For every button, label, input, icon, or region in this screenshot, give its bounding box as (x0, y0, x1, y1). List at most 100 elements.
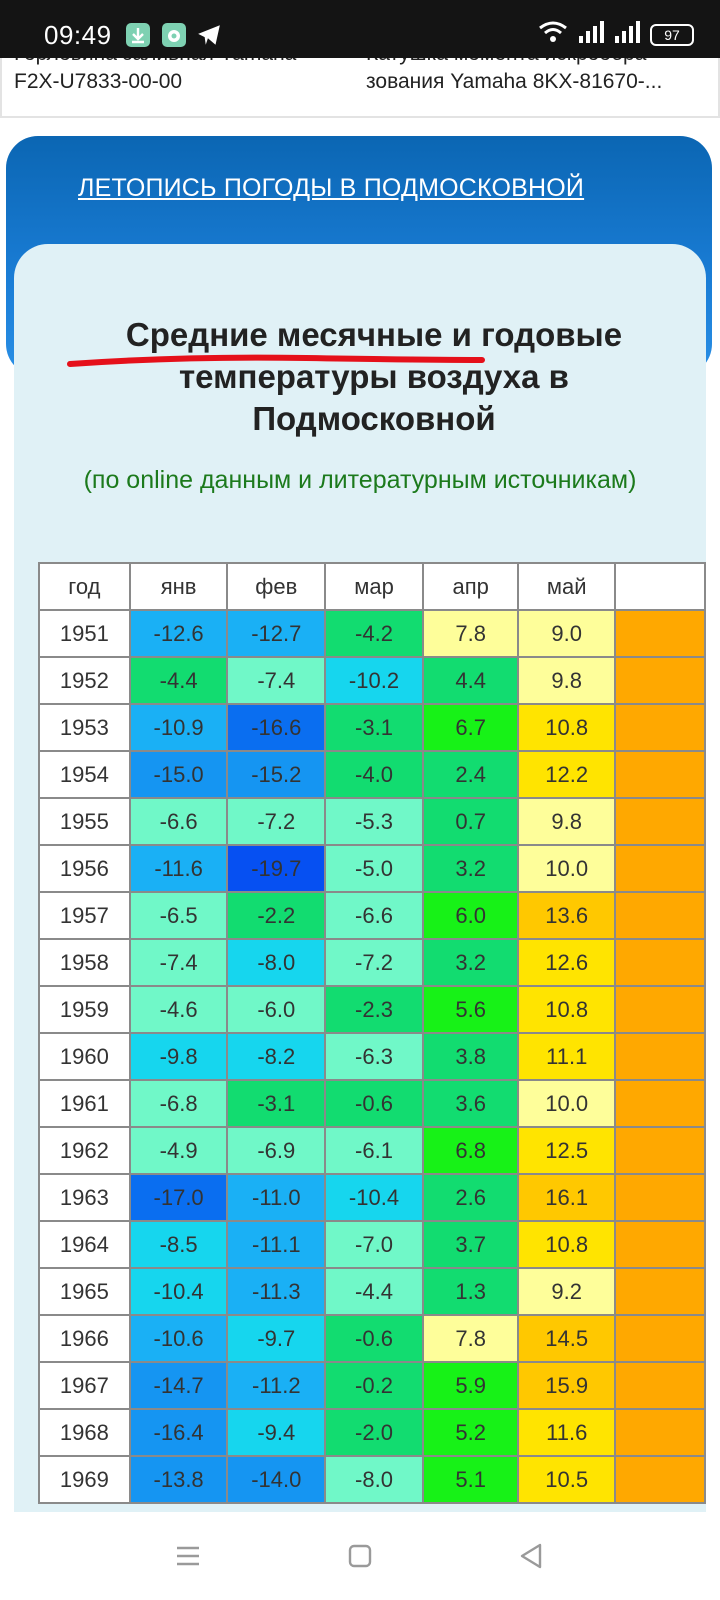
year-cell: 1968 (38, 1408, 131, 1457)
table-row: 1965 -10.4 -11.3 -4.4 1.3 9.2 (38, 1267, 706, 1316)
table-header-row: год янв фев мар апр май (38, 562, 706, 611)
temperature-cell: -16.4 (128, 1408, 229, 1457)
temperature-cell: 1.3 (421, 1267, 520, 1316)
temperature-cell: 3.2 (421, 844, 520, 893)
content-card: Средние месячные и годовые температуры в… (14, 244, 706, 1514)
temperature-cell: 9.2 (517, 1267, 616, 1316)
table-row: 1961 -6.8 -3.1 -0.6 3.6 10.0 (38, 1079, 706, 1128)
temperature-cell: -7.0 (324, 1220, 424, 1269)
year-cell: 1962 (38, 1126, 131, 1175)
cut-off-cell (614, 750, 706, 799)
cut-off-cell (614, 609, 706, 658)
temperature-cell: -11.0 (226, 1173, 327, 1222)
table-row: 1963 -17.0 -11.0 -10.4 2.6 16.1 (38, 1173, 706, 1222)
signal-icon-1 (578, 20, 604, 49)
temperature-cell: -16.6 (226, 703, 327, 752)
table-row: 1952 -4.4 -7.4 -10.2 4.4 9.8 (38, 656, 706, 705)
temperature-cell: -11.3 (226, 1267, 327, 1316)
signal-icon-2 (614, 20, 640, 49)
download-notification-icon (126, 23, 150, 47)
temperature-cell: -6.6 (128, 797, 229, 846)
temperature-cell: 5.1 (421, 1455, 520, 1504)
temperature-cell: -9.7 (226, 1314, 327, 1363)
wifi-icon (538, 20, 568, 49)
temperature-cell: -12.6 (128, 609, 229, 658)
temperature-cell: -6.9 (226, 1126, 327, 1175)
temperature-cell: -6.3 (324, 1032, 424, 1081)
cut-off-cell (614, 844, 706, 893)
temperature-cell: 10.0 (517, 1079, 616, 1128)
cut-off-cell (614, 1455, 706, 1504)
header-may: май (517, 562, 616, 611)
temperature-cell: 3.2 (421, 938, 520, 987)
temperature-cell: 13.6 (517, 891, 616, 940)
temperature-cell: 11.6 (517, 1408, 616, 1457)
back-icon[interactable] (516, 1540, 548, 1572)
header-jan: янв (128, 562, 229, 611)
menu-icon[interactable] (172, 1540, 204, 1572)
temperature-cell: -6.6 (324, 891, 424, 940)
temperature-cell: 7.8 (421, 1314, 520, 1363)
cut-off-cell (614, 985, 706, 1034)
temperature-cell: -8.0 (324, 1455, 424, 1504)
cut-off-cell (614, 1361, 706, 1410)
ad-left-line2: F2X-U7833-00-00 (14, 70, 183, 93)
temperature-cell: 15.9 (517, 1361, 616, 1410)
cut-off-cell (614, 1314, 706, 1363)
header-mar: мар (324, 562, 424, 611)
temperature-cell: -6.1 (324, 1126, 424, 1175)
temperature-cell: 16.1 (517, 1173, 616, 1222)
table-row: 1955 -6.6 -7.2 -5.3 0.7 9.8 (38, 797, 706, 846)
ad-border-right (718, 40, 720, 118)
temperature-cell: 11.1 (517, 1032, 616, 1081)
red-underline-mark (67, 354, 485, 367)
temperature-cell: 12.2 (517, 750, 616, 799)
temperature-cell: 5.2 (421, 1408, 520, 1457)
temperature-cell: 4.4 (421, 656, 520, 705)
temperature-cell: 6.8 (421, 1126, 520, 1175)
temperature-cell: -14.0 (226, 1455, 327, 1504)
table-row: 1962 -4.9 -6.9 -6.1 6.8 12.5 (38, 1126, 706, 1175)
year-cell: 1966 (38, 1314, 131, 1363)
temperature-cell: -4.2 (324, 609, 424, 658)
home-icon[interactable] (344, 1540, 376, 1572)
header-apr: апр (421, 562, 520, 611)
temperature-cell: -14.7 (128, 1361, 229, 1410)
temperature-cell: -11.6 (128, 844, 229, 893)
temperature-cell: -10.4 (128, 1267, 229, 1316)
temperature-cell: 9.0 (517, 609, 616, 658)
temperature-table: год янв фев мар апр май 1951 -12.6 -12.7 -4… (38, 562, 706, 1504)
table-row: 1968 -16.4 -9.4 -2.0 5.2 11.6 (38, 1408, 706, 1457)
table-row: 1956 -11.6 -19.7 -5.0 3.2 10.0 (38, 844, 706, 893)
cut-off-cell (614, 656, 706, 705)
temperature-cell: 10.5 (517, 1455, 616, 1504)
year-cell: 1955 (38, 797, 131, 846)
year-cell: 1969 (38, 1455, 131, 1504)
page-subtitle: (по online данным и литературным источни… (83, 466, 637, 494)
temperature-cell: 14.5 (517, 1314, 616, 1363)
cut-off-cell (614, 1220, 706, 1269)
cut-off-cell (614, 1173, 706, 1222)
temperature-cell: -7.4 (128, 938, 229, 987)
temperature-cell: -9.8 (128, 1032, 229, 1081)
temperature-cell: 10.0 (517, 844, 616, 893)
table-row: 1960 -9.8 -8.2 -6.3 3.8 11.1 (38, 1032, 706, 1081)
chronicle-link[interactable]: ЛЕТОПИСЬ ПОГОДЫ В ПОДМОСКОВНОЙ (78, 174, 585, 202)
temperature-cell: -19.7 (226, 844, 327, 893)
temperature-cell: -10.9 (128, 703, 229, 752)
table-row: 1951 -12.6 -12.7 -4.2 7.8 9.0 (38, 609, 706, 658)
temperature-cell: -4.0 (324, 750, 424, 799)
temperature-cell: -0.6 (324, 1314, 424, 1363)
year-cell: 1954 (38, 750, 131, 799)
temperature-cell: 2.4 (421, 750, 520, 799)
temperature-cell: 3.8 (421, 1032, 520, 1081)
cut-off-cell (614, 938, 706, 987)
temperature-cell: -3.1 (226, 1079, 327, 1128)
header-cut-off (614, 562, 706, 611)
title-line-2: температуры воздуха в (179, 358, 569, 395)
temperature-cell: 0.7 (421, 797, 520, 846)
temperature-cell: 10.8 (517, 703, 616, 752)
temperature-cell: -10.6 (128, 1314, 229, 1363)
temperature-table-wrapper[interactable]: год янв фев мар апр май 1951 -12.6 -12.7 -4… (38, 562, 706, 1514)
